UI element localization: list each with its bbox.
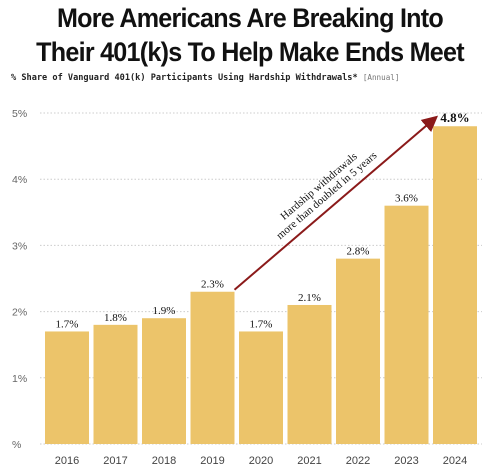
x-tick-label-2019: 2019 [200,455,224,466]
chart-title-line-2: Their 401(k)s To Help Make Ends Meet [36,37,464,67]
annotation-line-1: Hardship withdrawals [278,151,359,223]
y-tick-label-1: 1% [12,373,27,385]
annotation-line-2: more than doubled in 5 years [274,150,379,242]
x-tick-label-2023: 2023 [394,455,418,466]
subtitle-text: % Share of Vanguard 401(k) Participants … [11,73,358,83]
bar-2017 [93,324,138,444]
data-label-2016: 1.7% [56,318,79,330]
x-tick-label-2017: 2017 [103,455,127,466]
y-tick-label-2: 2% [12,307,27,319]
annotation-arrow [233,115,439,291]
bar-2024 [433,126,477,445]
data-label-2023: 3.6% [395,193,418,205]
y-tick-label-3: 3% [12,240,27,252]
bar-2020 [239,331,283,444]
x-tick-label-2021: 2021 [297,455,321,466]
data-label-2019: 2.3% [201,279,224,291]
x-tick-label-2018: 2018 [152,455,176,466]
data-label-2017: 1.8% [104,312,127,324]
bar-2021 [287,304,332,444]
bar-2018 [142,318,186,444]
x-tick-label-2022: 2022 [346,455,370,466]
bar-2019 [190,291,235,444]
data-label-2020: 1.7% [250,318,273,330]
bar-2016 [45,331,89,444]
x-tick-label-2024: 2024 [443,455,467,466]
subtitle-note: [Annual] [362,73,400,82]
y-tick-label-0: % [12,439,21,451]
bar-2023 [384,205,429,444]
data-label-2024: 4.8% [440,110,469,125]
data-label-2018: 1.9% [153,305,176,317]
y-tick-label-5: 5% [12,108,27,120]
chart-title-line-1: More Americans Are Breaking Into [57,3,444,33]
data-label-2021: 2.1% [298,292,321,304]
bar-2022 [336,258,380,444]
y-tick-label-4: 4% [12,174,27,186]
data-label-2022: 2.8% [347,246,370,258]
chart-subtitle: % Share of Vanguard 401(k) Participants … [11,73,399,83]
x-tick-label-2016: 2016 [55,455,79,466]
x-tick-label-2020: 2020 [249,455,273,466]
